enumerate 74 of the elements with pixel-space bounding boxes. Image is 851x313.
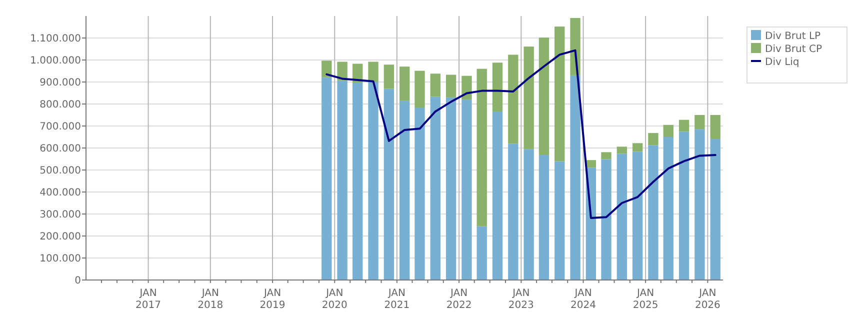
bar: [538, 38, 550, 156]
y-tick-label: 900.000: [40, 78, 81, 88]
bar: [710, 115, 720, 139]
bar: [414, 108, 425, 280]
y-tick-label: 800.000: [40, 100, 81, 110]
y-tick-label: 300.000: [40, 210, 81, 220]
bar: [430, 96, 440, 280]
bar: [337, 80, 348, 280]
bar: [492, 62, 503, 112]
bar: [694, 129, 705, 280]
x-tick-label: JAN 2026: [694, 288, 720, 311]
legend-label: Div Liq: [765, 57, 800, 68]
bar: [508, 54, 518, 144]
x-tick-label: JAN 2018: [198, 288, 224, 311]
bar: [476, 226, 487, 280]
bar: [476, 68, 487, 226]
bar: [508, 144, 518, 280]
bar: [570, 75, 580, 280]
bar: [384, 88, 394, 280]
bar: [694, 115, 705, 130]
bar: [524, 149, 534, 280]
bar: [648, 145, 658, 280]
y-tick-label: 400.000: [40, 188, 81, 198]
x-tick-label: JAN 2017: [136, 288, 162, 311]
y-tick-label: 0: [74, 276, 81, 286]
bar: [601, 152, 612, 160]
bar: [430, 74, 440, 97]
bar: [446, 74, 456, 98]
legend-label: Div Brut LP: [765, 31, 821, 42]
bar: [554, 26, 565, 162]
y-tick-label: 600.000: [40, 144, 81, 154]
bar: [616, 154, 627, 280]
bar: [368, 62, 378, 82]
x-tick-label: JAN 2023: [508, 288, 534, 311]
bar: [462, 76, 472, 100]
y-tick-label: 500.000: [40, 166, 81, 176]
x-tick-label: JAN 2020: [322, 288, 348, 311]
bar: [462, 100, 472, 280]
bar: [632, 143, 643, 152]
bar: [616, 146, 627, 154]
bar: [663, 137, 674, 280]
x-tick-label: JAN 2021: [384, 288, 410, 311]
bar: [601, 159, 612, 280]
bar: [678, 132, 690, 280]
y-tick-label: 1.000.000: [30, 56, 81, 66]
bar: [446, 97, 456, 280]
bar: [384, 64, 394, 89]
y-tick-label: 700.000: [40, 122, 81, 132]
bar: [538, 155, 550, 280]
y-tick-label: 100.000: [40, 254, 81, 264]
bar: [663, 124, 674, 137]
bar: [710, 138, 720, 280]
x-tick-label: JAN 2025: [632, 288, 658, 311]
y-tick-label: 200.000: [40, 232, 81, 242]
bar: [399, 66, 410, 101]
bar: [322, 77, 332, 280]
legend-label: Div Brut CP: [765, 44, 822, 55]
bar: [586, 160, 596, 168]
line-series: [326, 49, 716, 219]
bar: [554, 161, 565, 280]
bar: [414, 70, 425, 108]
bar: [632, 152, 643, 280]
bar: [352, 82, 363, 280]
bar: [399, 100, 410, 280]
bar: [524, 46, 534, 150]
bar: [492, 111, 503, 280]
bar: [368, 82, 378, 280]
bar: [648, 133, 658, 146]
y-tick-label: 1.100.000: [30, 34, 81, 44]
bar: [322, 60, 332, 78]
x-tick-label: JAN 2019: [260, 288, 286, 311]
x-tick-label: JAN 2022: [446, 288, 472, 311]
bar: [678, 120, 690, 132]
x-tick-label: JAN 2024: [570, 288, 596, 311]
